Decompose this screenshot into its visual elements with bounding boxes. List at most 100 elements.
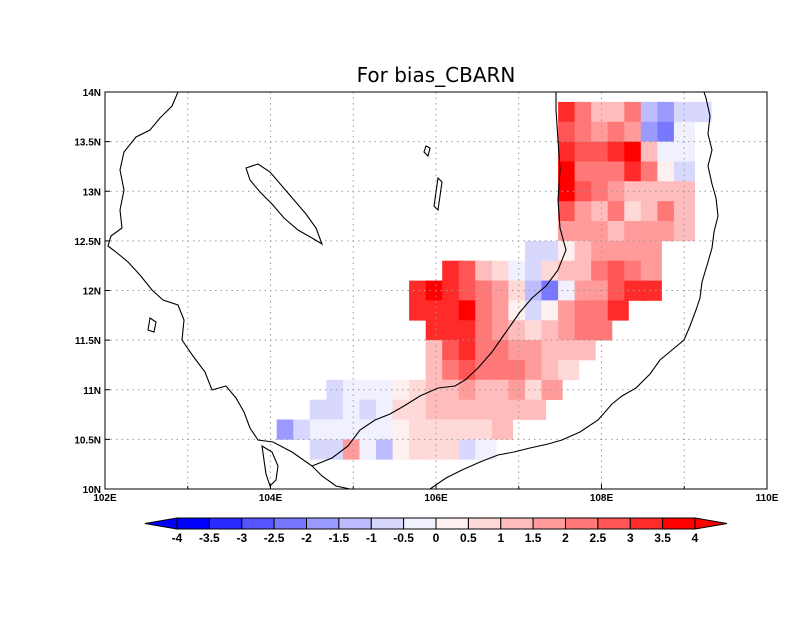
colorbar-swatch bbox=[532, 517, 566, 530]
heatmap-cell bbox=[624, 221, 646, 242]
heatmap-cell bbox=[541, 320, 563, 341]
heatmap-cell bbox=[558, 340, 580, 361]
heatmap-cell bbox=[591, 300, 613, 321]
island-small-2 bbox=[433, 176, 443, 212]
heatmap-cell bbox=[442, 419, 464, 440]
lat-tick-label: 11.5N bbox=[75, 336, 101, 347]
colorbar-swatch bbox=[467, 517, 502, 530]
heatmap-cell bbox=[591, 161, 613, 182]
colorbar-label: -3 bbox=[236, 531, 247, 545]
heatmap-cell bbox=[574, 201, 596, 222]
heatmap-cell bbox=[425, 399, 447, 420]
colorbar-swatch bbox=[338, 517, 372, 530]
heatmap-cell bbox=[326, 439, 348, 460]
heatmap-cell bbox=[508, 300, 530, 321]
heatmap-cell bbox=[591, 240, 613, 262]
heatmap-cell bbox=[624, 260, 646, 281]
colorbar-label: 3 bbox=[627, 531, 634, 545]
heatmap-cell bbox=[442, 340, 464, 361]
heatmap-cell bbox=[541, 379, 563, 400]
heatmap-cell bbox=[558, 181, 580, 202]
heatmap-cell bbox=[607, 260, 629, 281]
heatmap-cell bbox=[508, 260, 530, 281]
heatmap-cell bbox=[640, 121, 662, 142]
heatmap-cell bbox=[558, 260, 580, 281]
heatmap-cell bbox=[574, 300, 596, 321]
colorbar-swatch bbox=[662, 517, 696, 530]
colorbar-label: 0.5 bbox=[460, 531, 477, 545]
heatmap-cell bbox=[640, 240, 662, 262]
heatmap-cell bbox=[359, 399, 381, 420]
heatmap-cell bbox=[276, 419, 298, 440]
colorbar-label: 2 bbox=[562, 531, 569, 545]
heatmap-cell bbox=[640, 161, 662, 182]
colorbar-label: 3.5 bbox=[654, 531, 671, 545]
heatmap-cell bbox=[558, 300, 580, 321]
heatmap-cell bbox=[574, 161, 596, 182]
island-small-3 bbox=[423, 145, 431, 158]
heatmap-cell bbox=[442, 360, 464, 381]
heatmap-cell bbox=[624, 101, 646, 123]
lon-tick-label: 110E bbox=[756, 493, 779, 504]
lat-tick-label: 11N bbox=[83, 386, 101, 397]
heatmap-cell bbox=[657, 181, 679, 202]
heatmap-cell bbox=[491, 399, 513, 420]
lon-tick-label: 104E bbox=[259, 493, 283, 504]
lon-tick-label: 108E bbox=[590, 493, 614, 504]
heatmap-cell bbox=[591, 141, 613, 162]
heatmap-cell bbox=[541, 360, 563, 381]
heatmap-cell bbox=[475, 260, 497, 281]
colorbar-swatch bbox=[597, 517, 631, 530]
heatmap-cell bbox=[425, 419, 447, 440]
colorbar-swatch bbox=[403, 517, 437, 530]
heatmap-cell bbox=[574, 221, 596, 242]
heatmap-cell bbox=[425, 360, 447, 381]
colorbar-label: -0.5 bbox=[393, 531, 414, 545]
heatmap-cell bbox=[458, 320, 480, 341]
heatmap-cell bbox=[558, 280, 580, 301]
heatmap-cell bbox=[558, 121, 580, 142]
lat-tick-label: 13.5N bbox=[74, 138, 101, 149]
heatmap-cell bbox=[442, 300, 464, 321]
heatmap-cell bbox=[342, 419, 364, 440]
heatmap-cell bbox=[525, 240, 547, 262]
colorbar-swatch bbox=[306, 517, 340, 530]
heatmap-cell bbox=[624, 240, 646, 262]
heatmap-cell bbox=[558, 360, 580, 381]
heatmap-cell bbox=[657, 121, 679, 142]
heatmap-cell bbox=[458, 340, 480, 361]
heatmap-cell bbox=[376, 419, 398, 440]
heatmap-cell bbox=[376, 439, 398, 460]
heatmap-cell bbox=[458, 439, 480, 460]
heatmap-cell bbox=[458, 300, 480, 321]
heatmap-cell bbox=[425, 300, 447, 321]
heatmap-cell bbox=[624, 141, 646, 162]
heatmap-cell bbox=[558, 201, 580, 222]
heatmap-cell bbox=[309, 399, 331, 420]
heatmap-cell bbox=[293, 419, 315, 440]
lat-tick-label: 14N bbox=[83, 88, 101, 99]
heatmap-cell bbox=[558, 161, 580, 182]
heatmap-cell bbox=[607, 161, 629, 182]
bias-cells bbox=[276, 101, 712, 460]
heatmap-cell bbox=[607, 240, 629, 262]
map-title: For bias_CBARN bbox=[357, 63, 516, 87]
lon-tick-label: 102E bbox=[93, 493, 117, 504]
heatmap-cell bbox=[640, 101, 662, 123]
heatmap-cell bbox=[525, 379, 547, 400]
heatmap-cell bbox=[574, 240, 596, 262]
heatmap-cell bbox=[392, 399, 414, 420]
heatmap-cell bbox=[673, 101, 695, 123]
heatmap-cell bbox=[657, 101, 679, 123]
heatmap-cell bbox=[309, 419, 331, 440]
heatmap-cell bbox=[574, 320, 596, 341]
heatmap-cell bbox=[442, 399, 464, 420]
heatmap-cell bbox=[525, 340, 547, 361]
heatmap-cell bbox=[607, 221, 629, 242]
lat-tick-label: 10.5N bbox=[74, 435, 101, 446]
heatmap-cell bbox=[525, 300, 547, 321]
heatmap-cell bbox=[525, 260, 547, 281]
colorbar-swatch bbox=[565, 517, 599, 530]
colorbar-label: 0 bbox=[433, 531, 440, 545]
heatmap-cell bbox=[392, 439, 414, 460]
